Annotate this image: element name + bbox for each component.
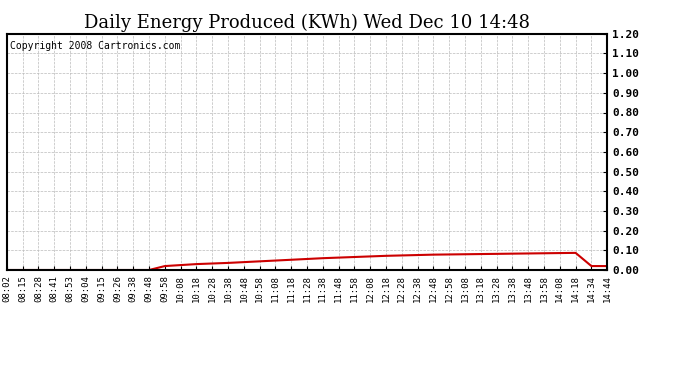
Text: Copyright 2008 Cartronics.com: Copyright 2008 Cartronics.com: [10, 41, 180, 51]
Title: Daily Energy Produced (KWh) Wed Dec 10 14:48: Daily Energy Produced (KWh) Wed Dec 10 1…: [84, 14, 530, 32]
